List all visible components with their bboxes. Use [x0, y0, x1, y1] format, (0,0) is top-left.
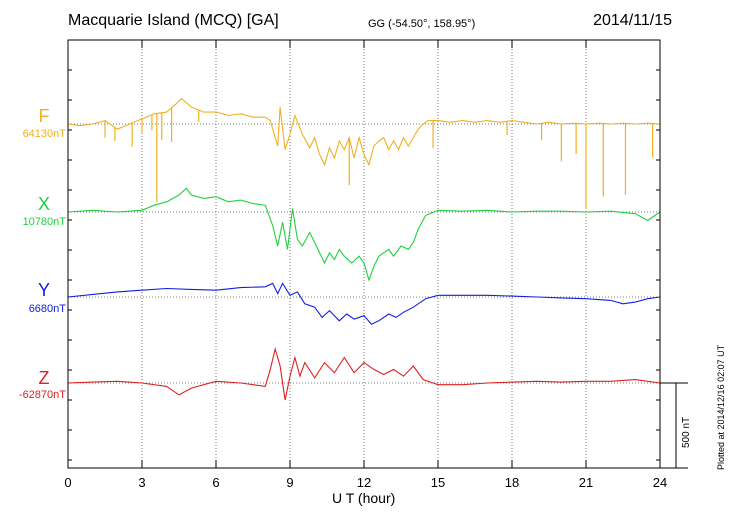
series-line-Y: [67, 282, 661, 325]
chart-title: Macquarie Island (MCQ) [GA]: [68, 12, 279, 29]
series-label-Y: Y: [37, 280, 50, 300]
x-tick-label-24: 24: [653, 475, 667, 490]
scale-bar: [660, 382, 688, 469]
x-tick-label-15: 15: [431, 475, 445, 490]
series-label-X: X: [37, 194, 50, 214]
series-line-X: [67, 187, 661, 282]
chart-date: 2014/11/15: [593, 12, 672, 29]
x-axis-label: U T (hour): [332, 490, 396, 506]
x-tick-label-6: 6: [212, 475, 219, 490]
series-lines: [67, 97, 661, 401]
x-tick-label-12: 12: [357, 475, 371, 490]
series-baseline-Y: 6680nT: [28, 303, 66, 315]
axis-ticks: 0 3 6 9 12 15 18 21 24: [64, 40, 667, 490]
station-coordinates: GG (-54.50°, 158.95°): [368, 18, 476, 30]
x-tick-label-18: 18: [505, 475, 519, 490]
series-line-Z: [67, 346, 661, 401]
x-tick-label-21: 21: [579, 475, 593, 490]
scale-bar-label: 500 nT: [681, 416, 692, 448]
x-tick-label-3: 3: [138, 475, 145, 490]
series-line-F: [67, 97, 661, 167]
x-tick-label-9: 9: [286, 475, 293, 490]
series-label-F: F: [38, 106, 50, 126]
plotted-timestamp: Plotted at 2014/12/16 02:07 UT: [716, 344, 726, 470]
x-tick-label-0: 0: [64, 475, 71, 490]
series-baseline-F: 64130nT: [22, 128, 66, 140]
series-label-Z: Z: [38, 368, 50, 388]
series-baseline-Z: -62870nT: [18, 389, 66, 401]
grid-lines: [68, 40, 660, 468]
series-baseline-X: 10780nT: [22, 216, 66, 228]
